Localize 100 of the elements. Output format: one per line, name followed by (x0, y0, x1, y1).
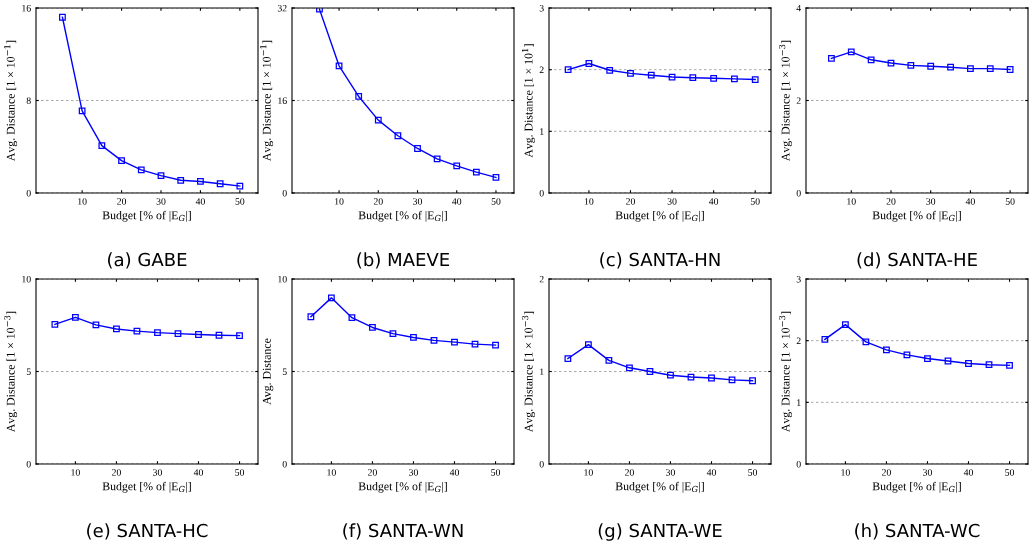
y-tick-label: 16 (22, 4, 31, 12)
point (985, 361, 993, 369)
y-tick-label: 1 (540, 368, 544, 375)
x-tick-label: 20 (881, 469, 891, 476)
point (410, 334, 417, 341)
y-tick-label: 0 (539, 460, 544, 468)
x-tick-label: 20 (373, 198, 383, 205)
point (944, 357, 952, 365)
y-tick-label: 0 (282, 460, 287, 468)
x-tick-label: 20 (886, 198, 896, 205)
y-axis-title: Avg. Distance (262, 338, 274, 405)
point (646, 368, 654, 375)
point (821, 336, 829, 343)
point (216, 180, 224, 188)
point (564, 66, 572, 74)
y-tick-label: 16 (278, 97, 287, 104)
y-axis-title: Avg. Distance [1 × 10$^{−3}$] (779, 40, 792, 162)
y-tick-label: 3 (796, 275, 801, 283)
y-tick-label: 3 (539, 4, 544, 12)
point (195, 331, 202, 338)
x-tick-label: 50 (1005, 469, 1015, 476)
x-tick-label: 30 (923, 469, 932, 476)
y-tick-label: 1 (797, 399, 801, 406)
point (907, 61, 915, 69)
point (236, 182, 244, 190)
x-tick-label: 30 (409, 469, 418, 476)
line-series (821, 321, 1013, 369)
y-tick-label: 0 (796, 189, 801, 197)
point (728, 376, 736, 384)
y-axis-title: Avg. Distance [1 × 10$^{−3}$] (4, 311, 18, 433)
point (174, 330, 182, 337)
y-axis-title: Avg. Distance [1 × 10$^{−1}$] (260, 40, 274, 162)
line-series (316, 8, 500, 181)
x-axis-title: Budget [% of |E$_{G}$|] (102, 210, 191, 222)
point (335, 62, 343, 70)
y-tick-label: 10 (278, 275, 287, 283)
y-tick-label: 0 (26, 189, 31, 197)
x-tick-label: 40 (449, 469, 459, 476)
point (177, 176, 185, 184)
point (606, 66, 614, 74)
y-tick-label: 32 (277, 4, 287, 12)
x-tick-label: 50 (748, 469, 758, 476)
y-tick-label: 2 (539, 66, 544, 74)
line-series (828, 48, 1014, 73)
point (841, 321, 849, 329)
x-tick-label: 30 (156, 198, 166, 205)
point (471, 340, 479, 348)
y-tick-label: 0 (796, 460, 801, 468)
y-tick-label: 1 (540, 128, 544, 135)
x-tick-label: 40 (195, 198, 205, 205)
point (1006, 66, 1014, 73)
point (947, 63, 954, 71)
line-series (564, 60, 759, 83)
point (51, 320, 59, 328)
point (215, 331, 223, 339)
point (647, 71, 655, 79)
x-tick-label: 50 (491, 198, 501, 205)
x-tick-label: 20 (111, 469, 121, 476)
x-tick-label: 20 (367, 469, 377, 476)
point (828, 55, 835, 62)
x-axis-title: Budget [% of |E$_{G}$|] (872, 481, 961, 493)
x-axis-title: Budget [% of |E$_{G}$|] (358, 481, 447, 493)
x-tick-label: 50 (491, 469, 501, 476)
point (154, 329, 161, 337)
x-tick-label: 10 (841, 469, 850, 476)
x-tick-label: 40 (708, 198, 719, 205)
y-tick-label: 2 (796, 337, 801, 345)
x-tick-label: 50 (235, 198, 245, 205)
point (133, 327, 141, 335)
x-tick-label: 10 (847, 198, 856, 205)
text: (d) SANTA-HE (857, 252, 977, 269)
point (687, 373, 695, 381)
point (883, 346, 890, 354)
x-tick-label: 40 (193, 469, 203, 476)
point (137, 166, 145, 174)
y-tick-label: 4 (796, 4, 801, 12)
point (903, 351, 911, 359)
x-tick-label: 50 (235, 469, 245, 476)
y-axis-title: Avg. Distance [1 × 10$^{−3}$] (779, 311, 792, 433)
point (605, 356, 613, 364)
point (965, 360, 972, 367)
point (751, 76, 759, 83)
x-tick-label: 20 (626, 198, 635, 205)
x-tick-label: 40 (452, 198, 462, 205)
x-tick-label: 40 (965, 198, 975, 205)
point (327, 294, 335, 302)
point (492, 173, 500, 181)
x-tick-label: 30 (666, 469, 675, 476)
text: (f) SANTA-WN (343, 523, 463, 540)
point (369, 324, 376, 331)
point (98, 142, 106, 149)
point (355, 93, 363, 100)
x-tick-label: 30 (153, 469, 162, 476)
x-axis-title: Budget [% of |E$_{G}$|] (102, 481, 191, 493)
y-axis-title: Avg. Distance [1 × 10$^{−1}$] (4, 40, 18, 162)
point (433, 155, 441, 163)
point (927, 62, 935, 70)
y-tick-label: 0 (26, 460, 31, 468)
x-tick-label: 20 (624, 469, 634, 476)
point (708, 374, 715, 382)
